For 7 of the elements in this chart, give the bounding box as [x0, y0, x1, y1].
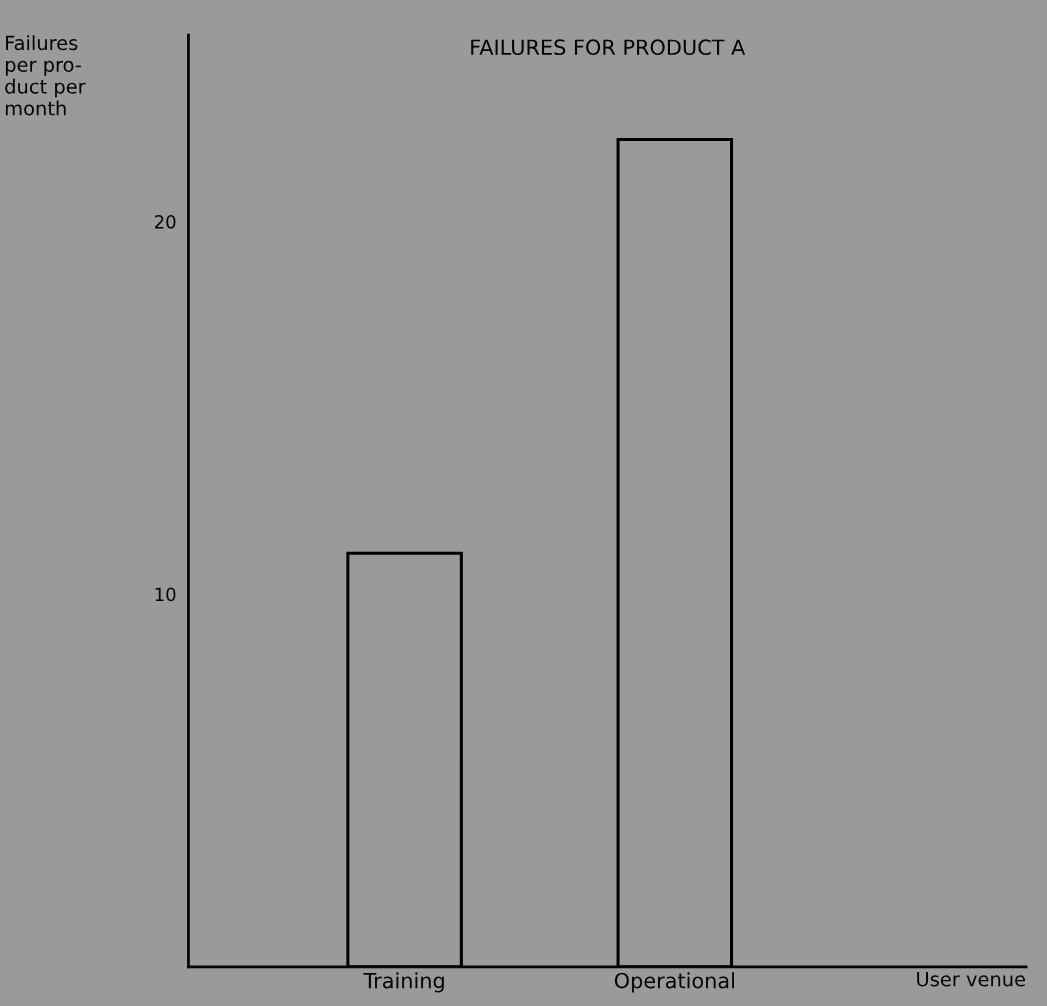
x-tick-label: Operational: [614, 972, 734, 993]
x-tick-label: Training: [363, 972, 444, 993]
x-axis-title: User venue: [917, 972, 1026, 987]
y-tick-label: 10: [155, 587, 176, 602]
y-axis-title: Failures per pro- duct per month: [5, 35, 86, 116]
y-tick-label: 20: [155, 214, 176, 229]
chart-title: FAILURES FOR PRODUCT A: [471, 39, 746, 56]
